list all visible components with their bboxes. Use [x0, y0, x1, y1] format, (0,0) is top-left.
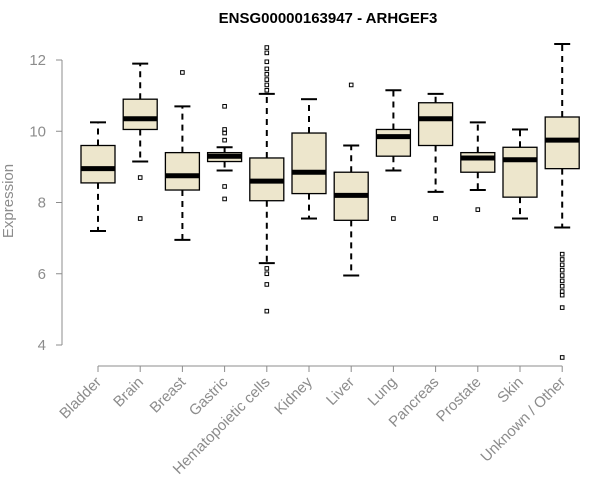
- box-iqr: [502, 146, 538, 198]
- outlier-point: [559, 262, 565, 268]
- y-axis: 4 6 8 10 12: [29, 52, 63, 354]
- x-tick-label: Bladder: [56, 374, 105, 423]
- outlier-point: [222, 184, 227, 189]
- y-tick-label: 4: [38, 337, 46, 354]
- box-brain: [122, 62, 158, 221]
- outlier-point: [222, 127, 227, 132]
- outlier-point: [559, 273, 565, 278]
- box-iqr: [544, 116, 580, 170]
- box-skin: [502, 128, 538, 220]
- outlier-point: [264, 45, 270, 50]
- box-iqr: [291, 132, 327, 195]
- box-iqr: [122, 98, 158, 131]
- x-tick-label: Liver: [323, 374, 358, 409]
- outlier-point: [559, 278, 565, 284]
- outlier-point: [433, 216, 438, 221]
- outlier-point: [137, 175, 143, 180]
- outlier-point: [475, 207, 481, 212]
- box-unknown-other: [544, 42, 580, 360]
- outlier-point: [559, 283, 565, 289]
- box-prostate: [460, 121, 496, 212]
- outlier-point: [559, 257, 565, 262]
- box-bladder: [80, 121, 116, 232]
- outlier-point: [264, 59, 270, 65]
- outlier-point: [348, 82, 354, 88]
- outlier-point: [264, 271, 270, 277]
- y-axis-label: Expression: [0, 164, 17, 238]
- x-tick-label: Prostate: [433, 374, 485, 426]
- x-tick-label: Kidney: [271, 373, 316, 418]
- outlier-point: [559, 355, 565, 360]
- outlier-point: [222, 130, 227, 136]
- outlier-point: [264, 266, 270, 271]
- outlier-point: [264, 308, 270, 314]
- outlier-point: [559, 251, 565, 257]
- outlier-point: [180, 70, 185, 75]
- x-tick-label: Skin: [494, 374, 527, 407]
- outlier-point: [264, 66, 270, 72]
- x-tick-label: Breast: [147, 373, 190, 416]
- outlier-point: [264, 82, 270, 88]
- outlier-point: [264, 50, 270, 56]
- outlier-point: [559, 267, 565, 273]
- outlier-point: [264, 87, 270, 93]
- y-tick-label: 6: [38, 266, 46, 283]
- box-iqr: [80, 144, 116, 184]
- box-lung: [375, 89, 412, 221]
- x-tick-label: Brain: [110, 374, 147, 411]
- y-tick-label: 12: [29, 52, 46, 69]
- box-iqr: [417, 102, 454, 147]
- outlier-point: [264, 282, 270, 287]
- box-hematopoietic-cells: [249, 45, 285, 314]
- box-liver: [333, 82, 369, 277]
- outlier-point: [264, 77, 270, 82]
- box-iqr: [164, 151, 201, 191]
- box-pancreas: [417, 92, 454, 221]
- outlier-point: [137, 216, 143, 221]
- outlier-point: [222, 196, 227, 202]
- outlier-point: [559, 292, 565, 298]
- outlier-point: [264, 71, 270, 77]
- box-gastric: [206, 104, 243, 202]
- outlier-point: [559, 289, 565, 294]
- box-breast: [164, 70, 201, 241]
- y-tick-label: 8: [38, 195, 46, 212]
- outlier-point: [559, 305, 565, 310]
- x-tick-label: Lung: [365, 374, 401, 410]
- box-iqr: [375, 128, 412, 157]
- outlier-point: [391, 216, 396, 221]
- boxes-group: [80, 42, 580, 360]
- box-kidney: [291, 98, 327, 220]
- outlier-point: [222, 137, 227, 143]
- chart-title: ENSG00000163947 - ARHGEF3: [219, 10, 438, 27]
- outlier-point: [222, 104, 227, 109]
- y-tick-label: 10: [29, 123, 46, 140]
